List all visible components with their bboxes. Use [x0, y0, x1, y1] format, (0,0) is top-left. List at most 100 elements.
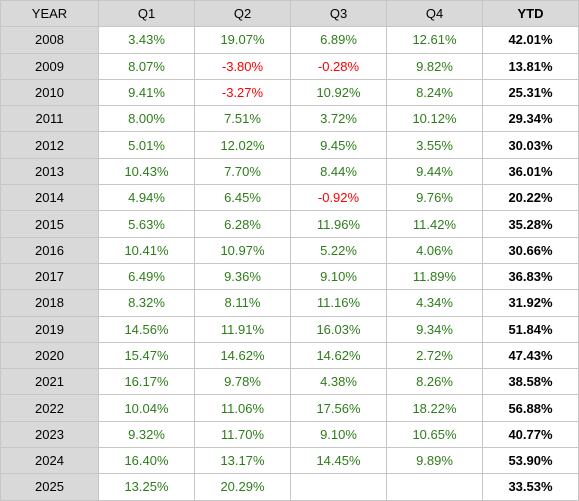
q2-cell: 7.51%: [194, 105, 291, 133]
q1-cell: 16.17%: [98, 368, 195, 396]
year-cell: 2012: [0, 131, 99, 159]
q4-cell: 10.65%: [386, 420, 483, 449]
q2-cell: 11.06%: [194, 394, 291, 422]
year-cell: 2025: [0, 473, 99, 501]
q1-cell: 10.41%: [98, 236, 195, 264]
q2-cell: 6.45%: [194, 184, 291, 212]
table-row: 2021 16.17% 9.78% 4.38% 8.26% 38.58%: [0, 368, 579, 396]
q2-cell: 8.11%: [194, 289, 291, 317]
q1-cell: 6.49%: [98, 262, 195, 291]
table-row: 2011 8.00% 7.51% 3.72% 10.12% 29.34%: [0, 105, 579, 133]
q4-cell: 11.42%: [386, 210, 483, 238]
ytd-cell: 51.84%: [482, 315, 579, 343]
q4-cell: [386, 473, 483, 501]
year-cell: 2017: [0, 262, 99, 291]
q3-cell: 14.45%: [290, 447, 387, 475]
table-row: 2010 9.41% -3.27% 10.92% 8.24% 25.31%: [0, 78, 579, 107]
year-cell: 2023: [0, 420, 99, 449]
q3-cell: 16.03%: [290, 315, 387, 343]
table-row: 2024 16.40% 13.17% 14.45% 9.89% 53.90%: [0, 447, 579, 475]
year-cell: 2019: [0, 315, 99, 343]
q4-cell: 4.34%: [386, 289, 483, 317]
ytd-cell: 31.92%: [482, 289, 579, 317]
ytd-cell: 42.01%: [482, 26, 579, 54]
q4-cell: 11.89%: [386, 262, 483, 291]
table-row: 2025 13.25% 20.29% 33.53%: [0, 473, 579, 501]
q3-cell: 6.89%: [290, 26, 387, 54]
q3-cell: 17.56%: [290, 394, 387, 422]
q2-cell: 9.78%: [194, 368, 291, 396]
header-q2: Q2: [194, 0, 291, 28]
header-row: YEAR Q1 Q2 Q3 Q4 YTD: [0, 0, 579, 28]
q3-cell: 4.38%: [290, 368, 387, 396]
q2-cell: 11.91%: [194, 315, 291, 343]
year-cell: 2021: [0, 368, 99, 396]
q1-cell: 10.43%: [98, 157, 195, 186]
q4-cell: 2.72%: [386, 341, 483, 370]
q2-cell: 10.97%: [194, 236, 291, 264]
q2-cell: 9.36%: [194, 262, 291, 291]
table-row: 2008 3.43% 19.07% 6.89% 12.61% 42.01%: [0, 26, 579, 54]
q3-cell: 9.10%: [290, 262, 387, 291]
q3-cell: 11.16%: [290, 289, 387, 317]
ytd-cell: 29.34%: [482, 105, 579, 133]
q2-cell: 13.17%: [194, 447, 291, 475]
year-cell: 2015: [0, 210, 99, 238]
ytd-cell: 25.31%: [482, 78, 579, 107]
ytd-cell: 38.58%: [482, 368, 579, 396]
ytd-cell: 40.77%: [482, 420, 579, 449]
q4-cell: 4.06%: [386, 236, 483, 264]
year-cell: 2010: [0, 78, 99, 107]
table-row: 2013 10.43% 7.70% 8.44% 9.44% 36.01%: [0, 157, 579, 186]
table-row: 2016 10.41% 10.97% 5.22% 4.06% 30.66%: [0, 236, 579, 264]
ytd-cell: 53.90%: [482, 447, 579, 475]
q3-cell: 9.45%: [290, 131, 387, 159]
q3-cell: 5.22%: [290, 236, 387, 264]
header-q4: Q4: [386, 0, 483, 28]
q1-cell: 16.40%: [98, 447, 195, 475]
q2-cell: 7.70%: [194, 157, 291, 186]
q1-cell: 9.41%: [98, 78, 195, 107]
q3-cell: 10.92%: [290, 78, 387, 107]
q3-cell: [290, 473, 387, 501]
q3-cell: -0.28%: [290, 52, 387, 80]
q4-cell: 3.55%: [386, 131, 483, 159]
header-q1: Q1: [98, 0, 195, 28]
q1-cell: 15.47%: [98, 341, 195, 370]
header-year: YEAR: [0, 0, 99, 28]
year-cell: 2020: [0, 341, 99, 370]
ytd-cell: 36.83%: [482, 262, 579, 291]
q1-cell: 8.00%: [98, 105, 195, 133]
ytd-cell: 30.03%: [482, 131, 579, 159]
q4-cell: 10.12%: [386, 105, 483, 133]
table-row: 2020 15.47% 14.62% 14.62% 2.72% 47.43%: [0, 341, 579, 370]
table-row: 2019 14.56% 11.91% 16.03% 9.34% 51.84%: [0, 315, 579, 343]
q4-cell: 8.26%: [386, 368, 483, 396]
q2-cell: 19.07%: [194, 26, 291, 54]
year-cell: 2013: [0, 157, 99, 186]
q2-cell: 12.02%: [194, 131, 291, 159]
header-ytd: YTD: [482, 0, 579, 28]
year-cell: 2024: [0, 447, 99, 475]
ytd-cell: 33.53%: [482, 473, 579, 501]
table-row: 2022 10.04% 11.06% 17.56% 18.22% 56.88%: [0, 394, 579, 422]
q3-cell: 11.96%: [290, 210, 387, 238]
q4-cell: 9.34%: [386, 315, 483, 343]
q1-cell: 8.32%: [98, 289, 195, 317]
year-cell: 2009: [0, 52, 99, 80]
year-cell: 2011: [0, 105, 99, 133]
q4-cell: 12.61%: [386, 26, 483, 54]
ytd-cell: 30.66%: [482, 236, 579, 264]
q1-cell: 10.04%: [98, 394, 195, 422]
table-row: 2015 5.63% 6.28% 11.96% 11.42% 35.28%: [0, 210, 579, 238]
year-cell: 2018: [0, 289, 99, 317]
q3-cell: 14.62%: [290, 341, 387, 370]
q3-cell: 9.10%: [290, 420, 387, 449]
q4-cell: 9.76%: [386, 184, 483, 212]
q3-cell: 8.44%: [290, 157, 387, 186]
q3-cell: -0.92%: [290, 184, 387, 212]
year-cell: 2022: [0, 394, 99, 422]
header-q3: Q3: [290, 0, 387, 28]
q1-cell: 13.25%: [98, 473, 195, 501]
